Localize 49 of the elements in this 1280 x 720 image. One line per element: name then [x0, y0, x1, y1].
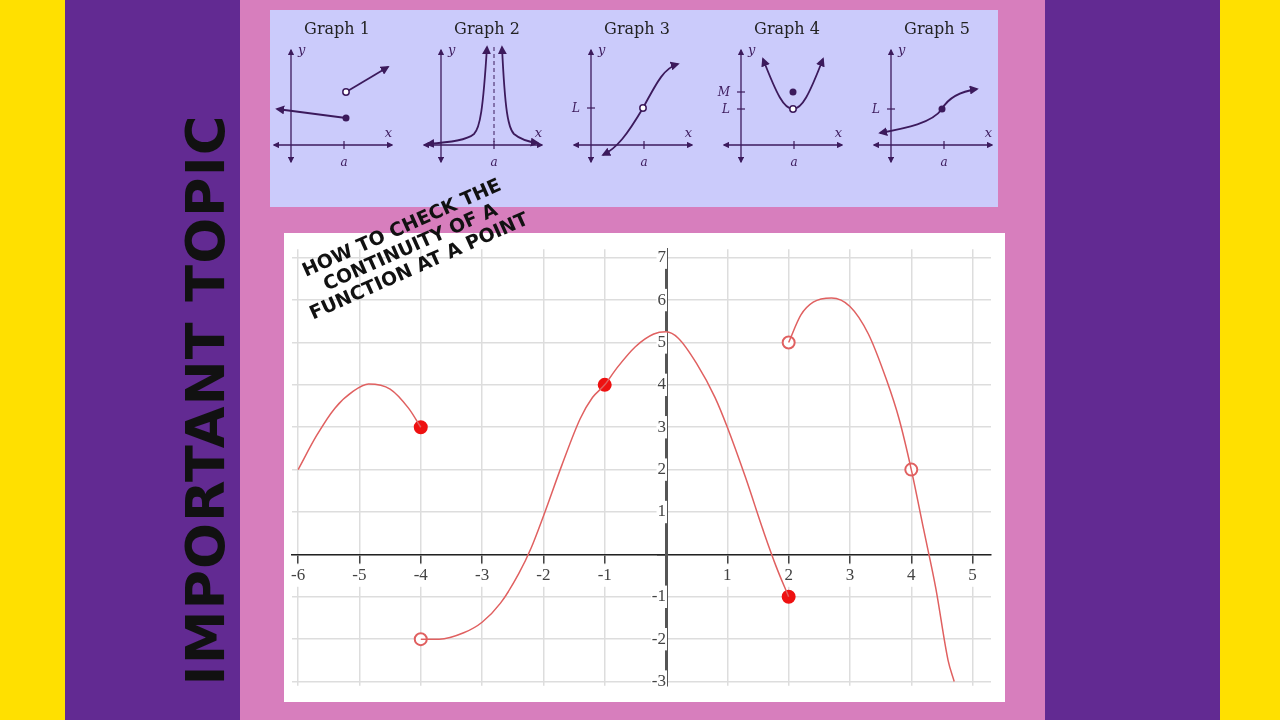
- text: y: [897, 42, 906, 57]
- x-tick-label: -1: [597, 565, 612, 585]
- x-tick-label: -6: [291, 565, 306, 585]
- x-tick-label: 2: [784, 565, 793, 585]
- x-tick-label: -3: [474, 565, 490, 585]
- y-tick-label: 2: [657, 459, 667, 479]
- text: x: [684, 125, 693, 140]
- text: x: [534, 125, 543, 140]
- x-tick-label: -5: [352, 565, 367, 585]
- x-tick-label: 4: [907, 565, 917, 585]
- text: x: [834, 125, 843, 140]
- text: L: [871, 102, 881, 116]
- text: L: [721, 102, 731, 116]
- text: a: [490, 155, 498, 169]
- x-tick-label: 5: [968, 565, 977, 585]
- text: IMPORTANT TOPIC: [172, 113, 238, 688]
- text: Graph 1: [304, 19, 370, 38]
- text: a: [640, 155, 648, 169]
- point: [781, 335, 796, 350]
- text: Graph 2: [454, 19, 520, 38]
- point: [413, 420, 428, 435]
- y-tick-label: 5: [657, 331, 667, 351]
- point: [781, 589, 796, 604]
- text: a: [940, 155, 948, 169]
- text: x: [984, 125, 993, 140]
- text: M: [716, 85, 731, 99]
- y-tick-label: 6: [657, 289, 667, 309]
- text: Graph 5: [904, 19, 970, 38]
- y-tick-label: -2: [651, 628, 667, 648]
- text: a: [790, 155, 798, 169]
- text: y: [447, 42, 456, 57]
- text: y: [297, 42, 306, 57]
- text: y: [747, 42, 756, 57]
- text: Graph 3: [604, 19, 670, 38]
- text: x: [384, 125, 393, 140]
- x-tick-label: -4: [413, 565, 429, 585]
- y-tick-label: -1: [651, 586, 667, 606]
- y-tick-label: 3: [657, 416, 667, 436]
- text: Graph 4: [754, 19, 820, 38]
- x-tick-label: 3: [845, 565, 855, 585]
- x-tick-label: 1: [723, 565, 732, 585]
- text: y: [597, 42, 606, 57]
- text: L: [571, 101, 581, 115]
- x-tick-label: -2: [536, 565, 551, 585]
- y-tick-label: 1: [657, 501, 667, 521]
- text: a: [340, 155, 348, 169]
- y-tick-label: 7: [657, 247, 667, 267]
- y-tick-label: 4: [657, 374, 667, 394]
- y-tick-label: -3: [651, 671, 667, 691]
